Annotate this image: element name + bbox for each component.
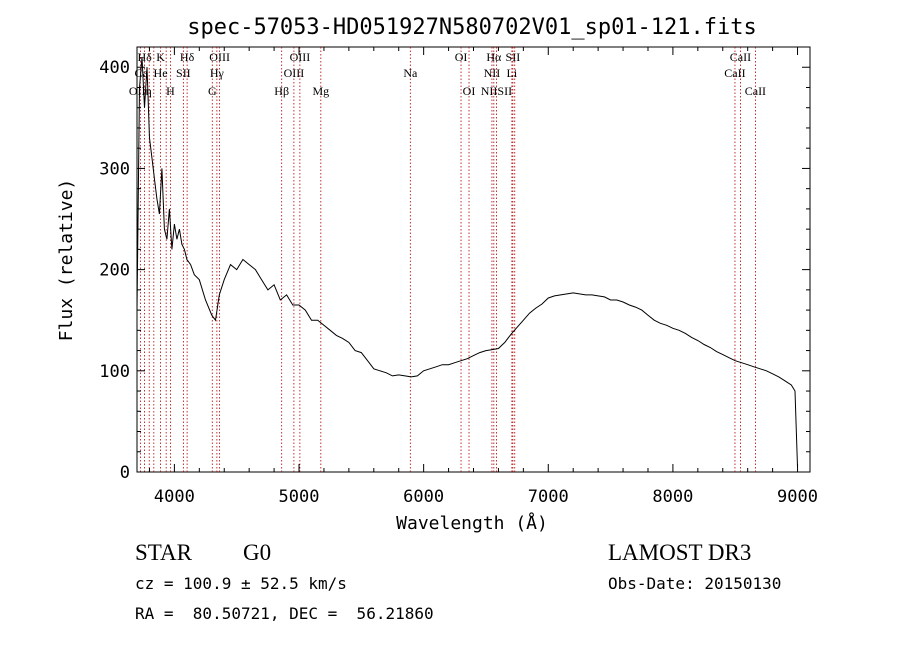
line-marker-label: H — [166, 84, 175, 98]
object-subclass: G0 — [243, 540, 271, 565]
y-axis-ticks: 0 100 200 300 400 — [99, 46, 810, 483]
y-tick-label: 100 — [99, 362, 130, 382]
plot-frame — [136, 46, 811, 473]
line-marker-label: OI — [455, 50, 468, 64]
x-axis-ticks: 4000 5000 6000 7000 8000 9000 — [148, 47, 818, 507]
y-tick-label: 300 — [99, 159, 130, 179]
spectral-line-labels: Hδ K Hδ OIII OIII OI Hα SII CaII Ca He SII Hγ OIII Na N… — [129, 50, 766, 98]
coordinates-info: RA = 80.50721, DEC = 56.21860 — [135, 604, 434, 623]
redshift-info: cz = 100.9 ± 52.5 km/s — [135, 574, 347, 593]
line-marker-label: OIII — [290, 50, 311, 64]
survey-name: LAMOST DR3 — [608, 540, 751, 565]
y-tick-label: 0 — [120, 463, 130, 483]
line-marker-label: OIII — [209, 50, 230, 64]
line-marker-label: Ca — [134, 66, 148, 80]
line-marker-label: SII — [506, 50, 521, 64]
line-marker-label: NIISII — [481, 84, 512, 98]
line-marker-label: NII — [484, 66, 501, 80]
object-class: STAR — [135, 540, 193, 565]
line-marker-label: Hγ — [210, 66, 225, 80]
y-tick-label: 200 — [99, 261, 130, 281]
line-marker-label: CaII — [730, 50, 751, 64]
line-marker-label: Hβ — [274, 84, 289, 98]
line-marker-label: CaII — [745, 84, 766, 98]
line-marker-label: Hδ — [180, 50, 195, 64]
x-tick-label: 9000 — [777, 487, 818, 507]
x-tick-label: 8000 — [652, 487, 693, 507]
x-tick-label: 5000 — [279, 487, 320, 507]
spectrum-line — [136, 57, 798, 467]
line-marker-label: Hδ — [137, 50, 152, 64]
line-marker-label: OIII — [284, 66, 305, 80]
spectral-line-markers — [139, 47, 756, 472]
y-axis-label: Flux (relative) — [56, 179, 77, 342]
line-marker-label: He — [154, 66, 168, 80]
line-marker-label: OI — [463, 84, 476, 98]
line-marker-label: SII — [176, 66, 191, 80]
x-axis-label: Wavelength (Å) — [396, 512, 548, 534]
line-marker-label: Mg — [312, 84, 329, 98]
x-tick-label: 4000 — [154, 487, 195, 507]
x-tick-label: 7000 — [528, 487, 569, 507]
line-marker-label: K — [156, 50, 165, 64]
line-marker-label: G — [208, 84, 217, 98]
y-tick-label: 400 — [99, 58, 130, 78]
x-tick-label: 6000 — [403, 487, 444, 507]
line-marker-label: Hα — [486, 50, 502, 64]
obs-date-info: Obs-Date: 20150130 — [608, 574, 781, 593]
chart-title: spec-57053-HD051927N580702V01_sp01-121.f… — [187, 15, 757, 40]
line-marker-label: Li — [507, 66, 518, 80]
line-marker-label: CaII — [724, 66, 745, 80]
line-marker-label: Na — [403, 66, 418, 80]
